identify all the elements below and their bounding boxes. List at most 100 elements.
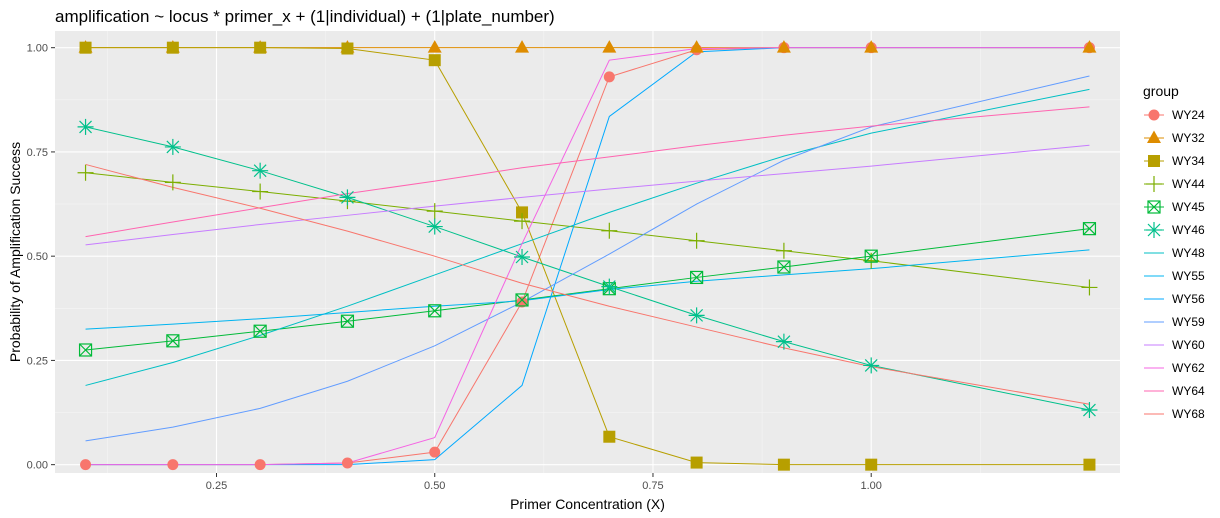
- legend-label: WY45: [1172, 200, 1205, 214]
- legend-item-wy60: WY60: [1144, 338, 1205, 352]
- data-point-wy34: [516, 206, 529, 219]
- data-point-wy45: [340, 314, 355, 328]
- data-point-wy34: [1083, 458, 1096, 471]
- data-point-wy45: [253, 324, 267, 338]
- y-tick-label: 0.25: [27, 355, 48, 367]
- legend-key-marker: [1146, 176, 1162, 192]
- legend-key-marker: [1148, 155, 1160, 167]
- y-tick-label: 1.00: [27, 43, 48, 55]
- data-point-wy44: [688, 232, 705, 249]
- legend-label: WY60: [1172, 338, 1205, 352]
- data-point-wy46: [252, 162, 269, 179]
- data-point-wy34: [428, 54, 441, 67]
- legend-item-wy55: WY55: [1144, 269, 1205, 283]
- data-point-wy34: [690, 456, 703, 469]
- legend-item-wy68: WY68: [1144, 407, 1205, 421]
- data-point-wy44: [77, 164, 94, 181]
- data-point-wy46: [775, 333, 792, 350]
- data-point-wy46: [339, 189, 356, 206]
- data-point-wy34: [79, 41, 92, 54]
- legend-label: WY24: [1172, 108, 1205, 122]
- legend-label: WY62: [1172, 361, 1205, 375]
- x-tick-label: 1.00: [860, 480, 881, 492]
- x-tick-label: 0.75: [642, 480, 663, 492]
- data-point-wy24: [603, 71, 615, 83]
- y-tick-label: 0.75: [27, 147, 48, 159]
- y-axis-title: Probability of Amplification Success: [7, 142, 23, 362]
- plot-panel: [55, 31, 1120, 473]
- series-lines: [85, 47, 1090, 466]
- data-point-wy46: [77, 118, 94, 135]
- data-point-wy24: [516, 296, 528, 308]
- data-point-wy44: [514, 213, 531, 230]
- legend-key-marker: [1147, 200, 1161, 214]
- legend-key-marker: [1147, 130, 1161, 143]
- legend-item-wy59: WY59: [1144, 315, 1205, 329]
- legend-item-wy64: WY64: [1144, 384, 1205, 398]
- data-point-wy45: [166, 334, 180, 348]
- data-point-wy44: [426, 203, 443, 220]
- legend: group WY24 WY32 WY34 WY44 WY45 WY46 WY48 WY55 WY…: [1138, 76, 1210, 428]
- legend-label: WY55: [1172, 269, 1205, 283]
- y-tick-label: 0.50: [27, 251, 48, 263]
- data-point-wy24: [80, 459, 92, 471]
- data-point-wy45: [1082, 222, 1097, 236]
- data-point-wy45: [864, 249, 878, 263]
- data-point-wy46: [688, 307, 705, 324]
- data-point-wy34: [341, 42, 354, 55]
- legend-key-marker: [1148, 109, 1160, 121]
- legend-label: WY64: [1172, 384, 1205, 398]
- legend-item-wy48: WY48: [1144, 246, 1205, 260]
- data-point-wy24: [254, 459, 266, 471]
- legend-label: WY46: [1172, 223, 1205, 237]
- x-axis-title: Primer Concentration (X): [510, 496, 665, 512]
- data-point-wy32: [864, 40, 879, 53]
- data-point-wy32: [776, 40, 791, 53]
- series-line-wy60: [85, 144, 1090, 246]
- data-point-wy44: [164, 174, 181, 191]
- legend-label: WY34: [1172, 154, 1205, 168]
- legend-background: [1138, 76, 1210, 428]
- series-layer: [77, 40, 1098, 471]
- x-tick-label: 0.25: [206, 480, 227, 492]
- data-point-wy46: [863, 357, 880, 374]
- legend-item-wy44: WY44: [1144, 176, 1205, 192]
- data-point-wy46: [1081, 402, 1098, 419]
- data-point-wy32: [515, 40, 530, 53]
- legend-key-marker: [1146, 222, 1162, 238]
- data-point-wy46: [601, 278, 618, 295]
- legend-item-wy34: WY34: [1144, 154, 1205, 168]
- data-point-wy46: [426, 218, 443, 235]
- series-line-wy68: [85, 163, 1090, 405]
- legend-item-wy24: WY24: [1144, 108, 1205, 122]
- data-point-wy46: [514, 249, 531, 266]
- data-point-wy24: [167, 459, 179, 471]
- chart-title: amplification ~ locus * primer_x + (1|in…: [55, 7, 555, 26]
- legend-label: WY32: [1172, 131, 1205, 145]
- data-point-wy32: [1082, 40, 1097, 53]
- data-point-wy34: [254, 41, 267, 54]
- legend-item-wy45: WY45: [1144, 200, 1205, 214]
- data-point-wy45: [690, 270, 704, 285]
- data-point-wy44: [1081, 279, 1098, 296]
- data-point-wy46: [164, 138, 181, 155]
- data-point-wy44: [775, 242, 792, 259]
- data-point-wy24: [341, 457, 353, 469]
- data-point-wy34: [603, 430, 616, 443]
- data-point-wy44: [252, 183, 269, 200]
- legend-title: group: [1143, 83, 1179, 99]
- series-line-wy62: [85, 47, 1090, 466]
- data-point-wy45: [428, 304, 442, 318]
- legend-label: WY59: [1172, 315, 1205, 329]
- legend-item-wy32: WY32: [1144, 130, 1205, 145]
- axes: 0.25 0.50 0.75 1.00 0.00 0.25 0.50 0.75 1.00: [27, 43, 882, 492]
- legend-label: WY44: [1172, 177, 1205, 191]
- series-line-wy64: [85, 106, 1090, 238]
- series-markers: [77, 40, 1098, 471]
- legend-label: WY56: [1172, 292, 1205, 306]
- legend-label: WY68: [1172, 407, 1205, 421]
- data-point-wy45: [515, 293, 529, 307]
- legend-item-wy62: WY62: [1144, 361, 1205, 375]
- x-tick-label: 0.50: [424, 480, 445, 492]
